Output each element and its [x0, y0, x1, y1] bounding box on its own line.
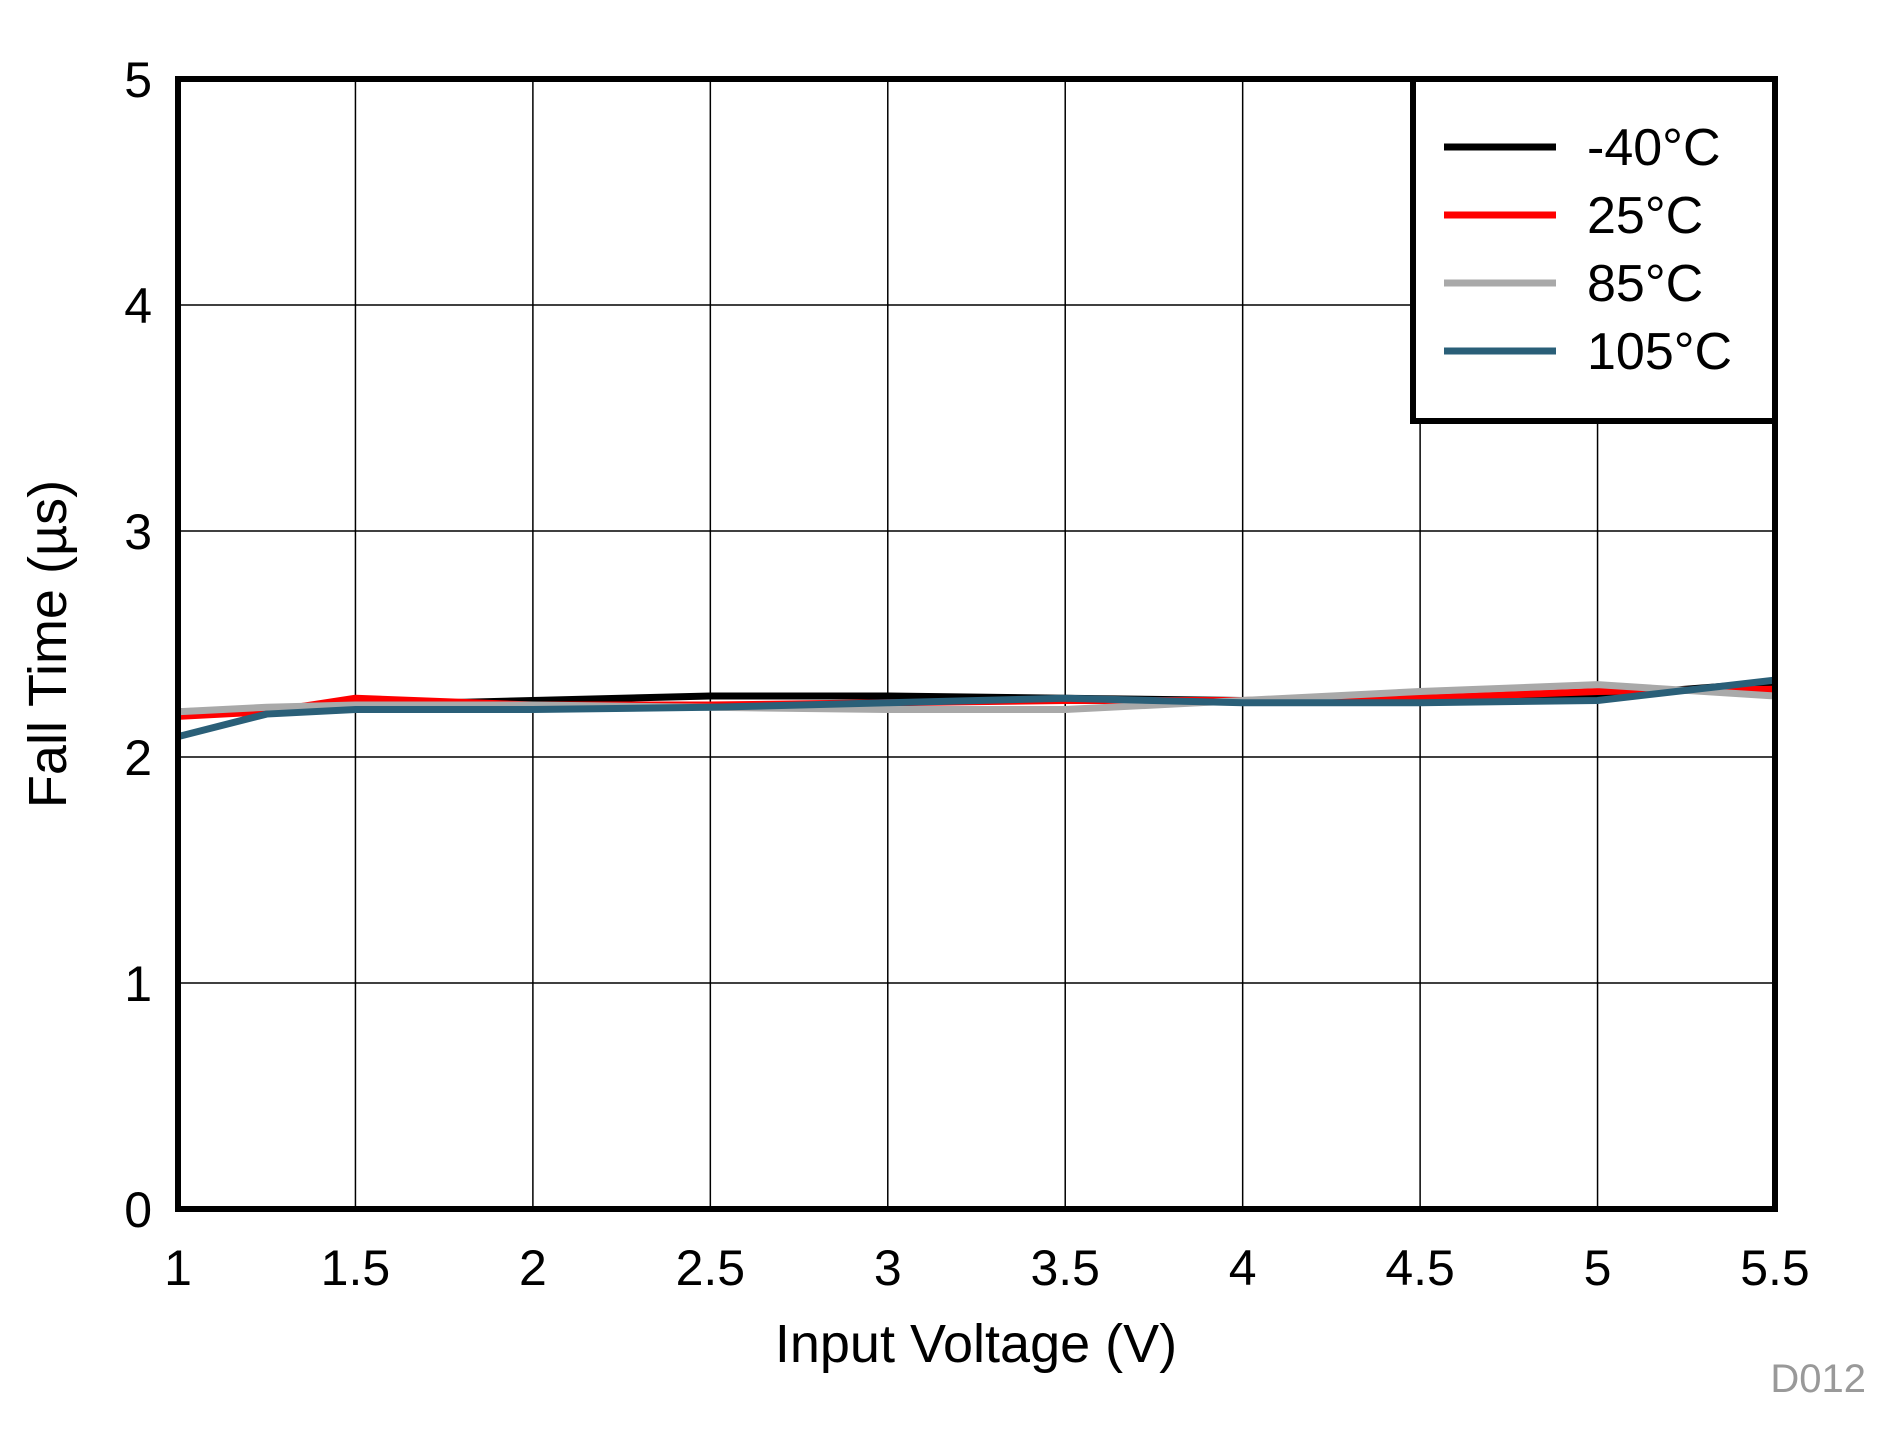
- plot-frame: [175, 76, 1778, 1212]
- x-tick-label: 1.5: [321, 1240, 391, 1296]
- legend-label: 85°C: [1587, 255, 1703, 313]
- legend-label: 105°C: [1587, 323, 1732, 381]
- x-tick-label: 3.5: [1030, 1240, 1100, 1296]
- series-line-3: [177, 676, 1776, 741]
- y-tick-label: 1: [124, 956, 152, 1012]
- x-tick-label: 3: [874, 1240, 902, 1296]
- x-tick-label: 4.5: [1385, 1240, 1455, 1296]
- legend: -40°C 25°C 85°C 105°C: [1410, 76, 1778, 424]
- y-axis-label: Fall Time (µs): [18, 480, 78, 808]
- y-tick-label: 3: [124, 504, 152, 560]
- series-line-2: [177, 681, 1776, 716]
- x-tick-label: 1: [164, 1240, 192, 1296]
- figure-id: D012: [1770, 1357, 1866, 1401]
- y-tick-label: 4: [124, 278, 152, 334]
- x-tick-label: 4: [1229, 1240, 1257, 1296]
- x-tick-label: 2: [519, 1240, 547, 1296]
- y-tick-label: 2: [124, 730, 152, 786]
- legend-label: -40°C: [1587, 119, 1721, 177]
- x-tick-label: 2.5: [676, 1240, 746, 1296]
- y-tick-label: 5: [124, 52, 152, 108]
- series-lines: [177, 676, 1776, 741]
- y-tick-label: 0: [124, 1182, 152, 1238]
- legend-box: [1410, 76, 1778, 424]
- x-tick-label: 5.5: [1740, 1240, 1810, 1296]
- legend-label: 25°C: [1587, 187, 1703, 245]
- x-axis-label: Input Voltage (V): [775, 1314, 1177, 1374]
- x-tick-label: 5: [1584, 1240, 1612, 1296]
